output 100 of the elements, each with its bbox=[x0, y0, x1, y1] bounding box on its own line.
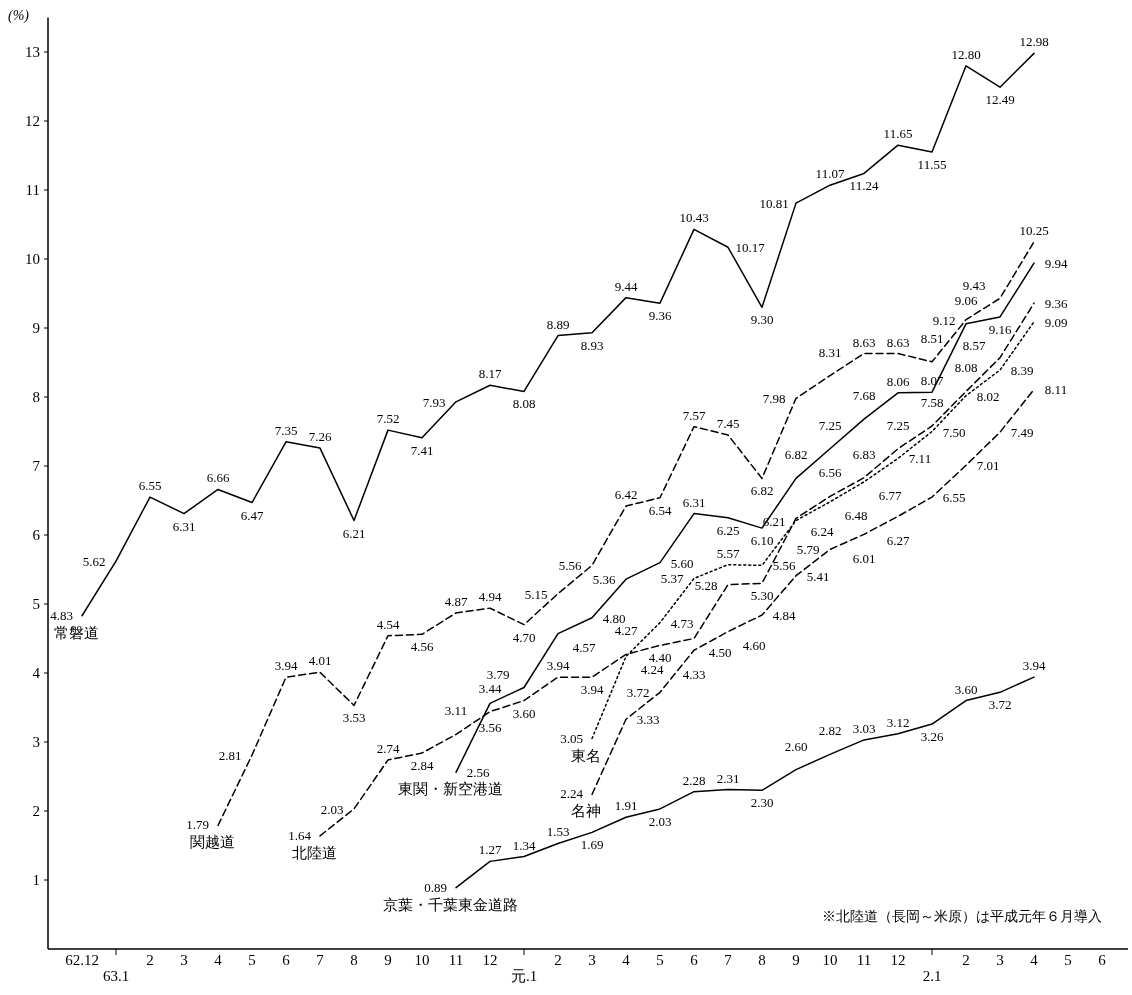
series-label: 京葉・千葉東金道路 bbox=[382, 896, 518, 913]
data-label: 5.30 bbox=[750, 588, 774, 604]
data-label: 5.79 bbox=[796, 542, 820, 558]
data-label: 1.64 bbox=[288, 827, 312, 843]
data-label: 3.94 bbox=[580, 682, 604, 698]
data-label: 10.43 bbox=[679, 210, 709, 226]
data-label: 4.50 bbox=[708, 644, 732, 660]
data-label: 8.51 bbox=[920, 330, 944, 346]
x-tick-label: 3 bbox=[180, 952, 188, 968]
data-label: 1.69 bbox=[580, 837, 604, 853]
data-label: 4.54 bbox=[376, 616, 400, 632]
x-tick-label: 12 bbox=[890, 952, 906, 968]
data-label: 2.74 bbox=[376, 740, 400, 756]
data-label: 3.94 bbox=[546, 658, 570, 674]
data-label: 2.31 bbox=[716, 770, 740, 786]
data-label: 6.83 bbox=[852, 446, 876, 462]
data-label: 7.45 bbox=[716, 415, 740, 431]
x-tick-label: 4 bbox=[1030, 952, 1039, 968]
data-label: 4.70 bbox=[512, 629, 536, 645]
data-label: 3.56 bbox=[478, 720, 502, 736]
x-tick-label: 2.1 bbox=[922, 968, 942, 984]
data-label: 6.55 bbox=[942, 490, 966, 506]
x-tick-label: 11 bbox=[856, 952, 872, 968]
data-label: 2.30 bbox=[750, 795, 774, 811]
y-tick-label: 6 bbox=[32, 527, 41, 544]
data-label: 9.09 bbox=[1044, 314, 1068, 330]
data-label: 5.28 bbox=[694, 577, 718, 593]
data-label: 7.50 bbox=[942, 424, 966, 440]
x-tick-label: 2 bbox=[554, 952, 562, 968]
data-label: 7.01 bbox=[976, 458, 1000, 474]
x-tick-label: 62.12 bbox=[65, 952, 99, 968]
data-label: 9.36 bbox=[648, 308, 672, 324]
data-label: 7.68 bbox=[852, 388, 876, 404]
data-label: 8.63 bbox=[852, 334, 876, 350]
x-tick-label: 6 bbox=[282, 952, 291, 968]
data-label: 5.15 bbox=[524, 586, 548, 602]
data-label: 5.37 bbox=[660, 571, 684, 587]
data-label: 4.01 bbox=[308, 653, 332, 669]
data-label: 8.08 bbox=[512, 396, 536, 412]
data-label: 8.02 bbox=[976, 388, 1000, 404]
data-label: 2.81 bbox=[218, 748, 242, 764]
data-label: 8.57 bbox=[962, 337, 986, 353]
data-label: 6.66 bbox=[206, 470, 230, 486]
data-label: 2.03 bbox=[648, 813, 672, 829]
series-label: 東名 bbox=[571, 747, 601, 764]
data-label: 8.31 bbox=[818, 344, 842, 360]
data-label: 9.12 bbox=[932, 312, 956, 328]
data-label: 6.77 bbox=[878, 487, 902, 503]
data-label: 2.03 bbox=[320, 801, 344, 817]
x-tick-label: 7 bbox=[724, 952, 733, 968]
data-label: 2.24 bbox=[560, 786, 584, 802]
x-tick-label: 6 bbox=[690, 952, 699, 968]
data-label: 3.12 bbox=[886, 714, 910, 730]
y-axis-title: (%) bbox=[8, 7, 30, 24]
data-label: 6.47 bbox=[240, 507, 264, 523]
data-label: 5.60 bbox=[670, 555, 694, 571]
x-tick-label: 5 bbox=[1064, 952, 1072, 968]
data-label: 3.33 bbox=[636, 712, 660, 728]
data-label: 6.56 bbox=[818, 465, 842, 481]
y-tick-label: 11 bbox=[25, 182, 40, 199]
data-label: 8.63 bbox=[886, 334, 910, 350]
data-label: 4.84 bbox=[772, 608, 796, 624]
x-tick-label: 4 bbox=[214, 952, 223, 968]
data-label: 11.24 bbox=[849, 178, 879, 194]
series-label: 常磐道 bbox=[53, 624, 99, 641]
data-label: 6.82 bbox=[750, 483, 774, 499]
x-tick-label: 5 bbox=[656, 952, 664, 968]
annotation: ※北陸道（長岡～米原）は平成元年６月導入 bbox=[822, 909, 1102, 924]
data-label: 4.56 bbox=[410, 639, 434, 655]
data-label: 5.57 bbox=[716, 545, 740, 561]
data-label: 8.11 bbox=[1044, 382, 1068, 398]
data-label: 6.82 bbox=[784, 447, 808, 463]
data-label: 1.53 bbox=[546, 824, 570, 840]
data-label: 2.84 bbox=[410, 758, 434, 774]
data-label: 3.26 bbox=[920, 729, 944, 745]
data-label: 9.94 bbox=[1044, 256, 1068, 272]
data-label: 6.31 bbox=[682, 494, 706, 510]
data-label: 1.34 bbox=[512, 837, 536, 853]
data-label: 3.79 bbox=[486, 667, 510, 683]
data-label: 7.57 bbox=[682, 407, 706, 423]
data-label: 12.98 bbox=[1019, 34, 1049, 50]
x-tick-label: 9 bbox=[384, 952, 392, 968]
data-label: 8.17 bbox=[478, 366, 502, 382]
x-tick-label: 3 bbox=[996, 952, 1004, 968]
y-tick-label: 5 bbox=[32, 596, 40, 613]
data-label: 12.80 bbox=[951, 46, 981, 62]
data-label: 7.26 bbox=[308, 429, 332, 445]
y-tick-label: 8 bbox=[32, 389, 40, 406]
data-label: 10.81 bbox=[759, 196, 789, 212]
data-label: 9.36 bbox=[1044, 296, 1068, 312]
data-label: 0.89 bbox=[424, 879, 447, 895]
x-tick-label: 8 bbox=[758, 952, 766, 968]
data-label: 6.48 bbox=[844, 507, 868, 523]
data-label: 7.41 bbox=[410, 442, 434, 458]
data-label: 9.43 bbox=[962, 278, 986, 294]
data-label: 4.73 bbox=[670, 615, 694, 631]
data-label: 7.52 bbox=[376, 411, 400, 427]
series-label: 北陸道 bbox=[291, 844, 337, 861]
data-label: 5.56 bbox=[772, 558, 796, 574]
data-label: 9.44 bbox=[614, 278, 638, 294]
